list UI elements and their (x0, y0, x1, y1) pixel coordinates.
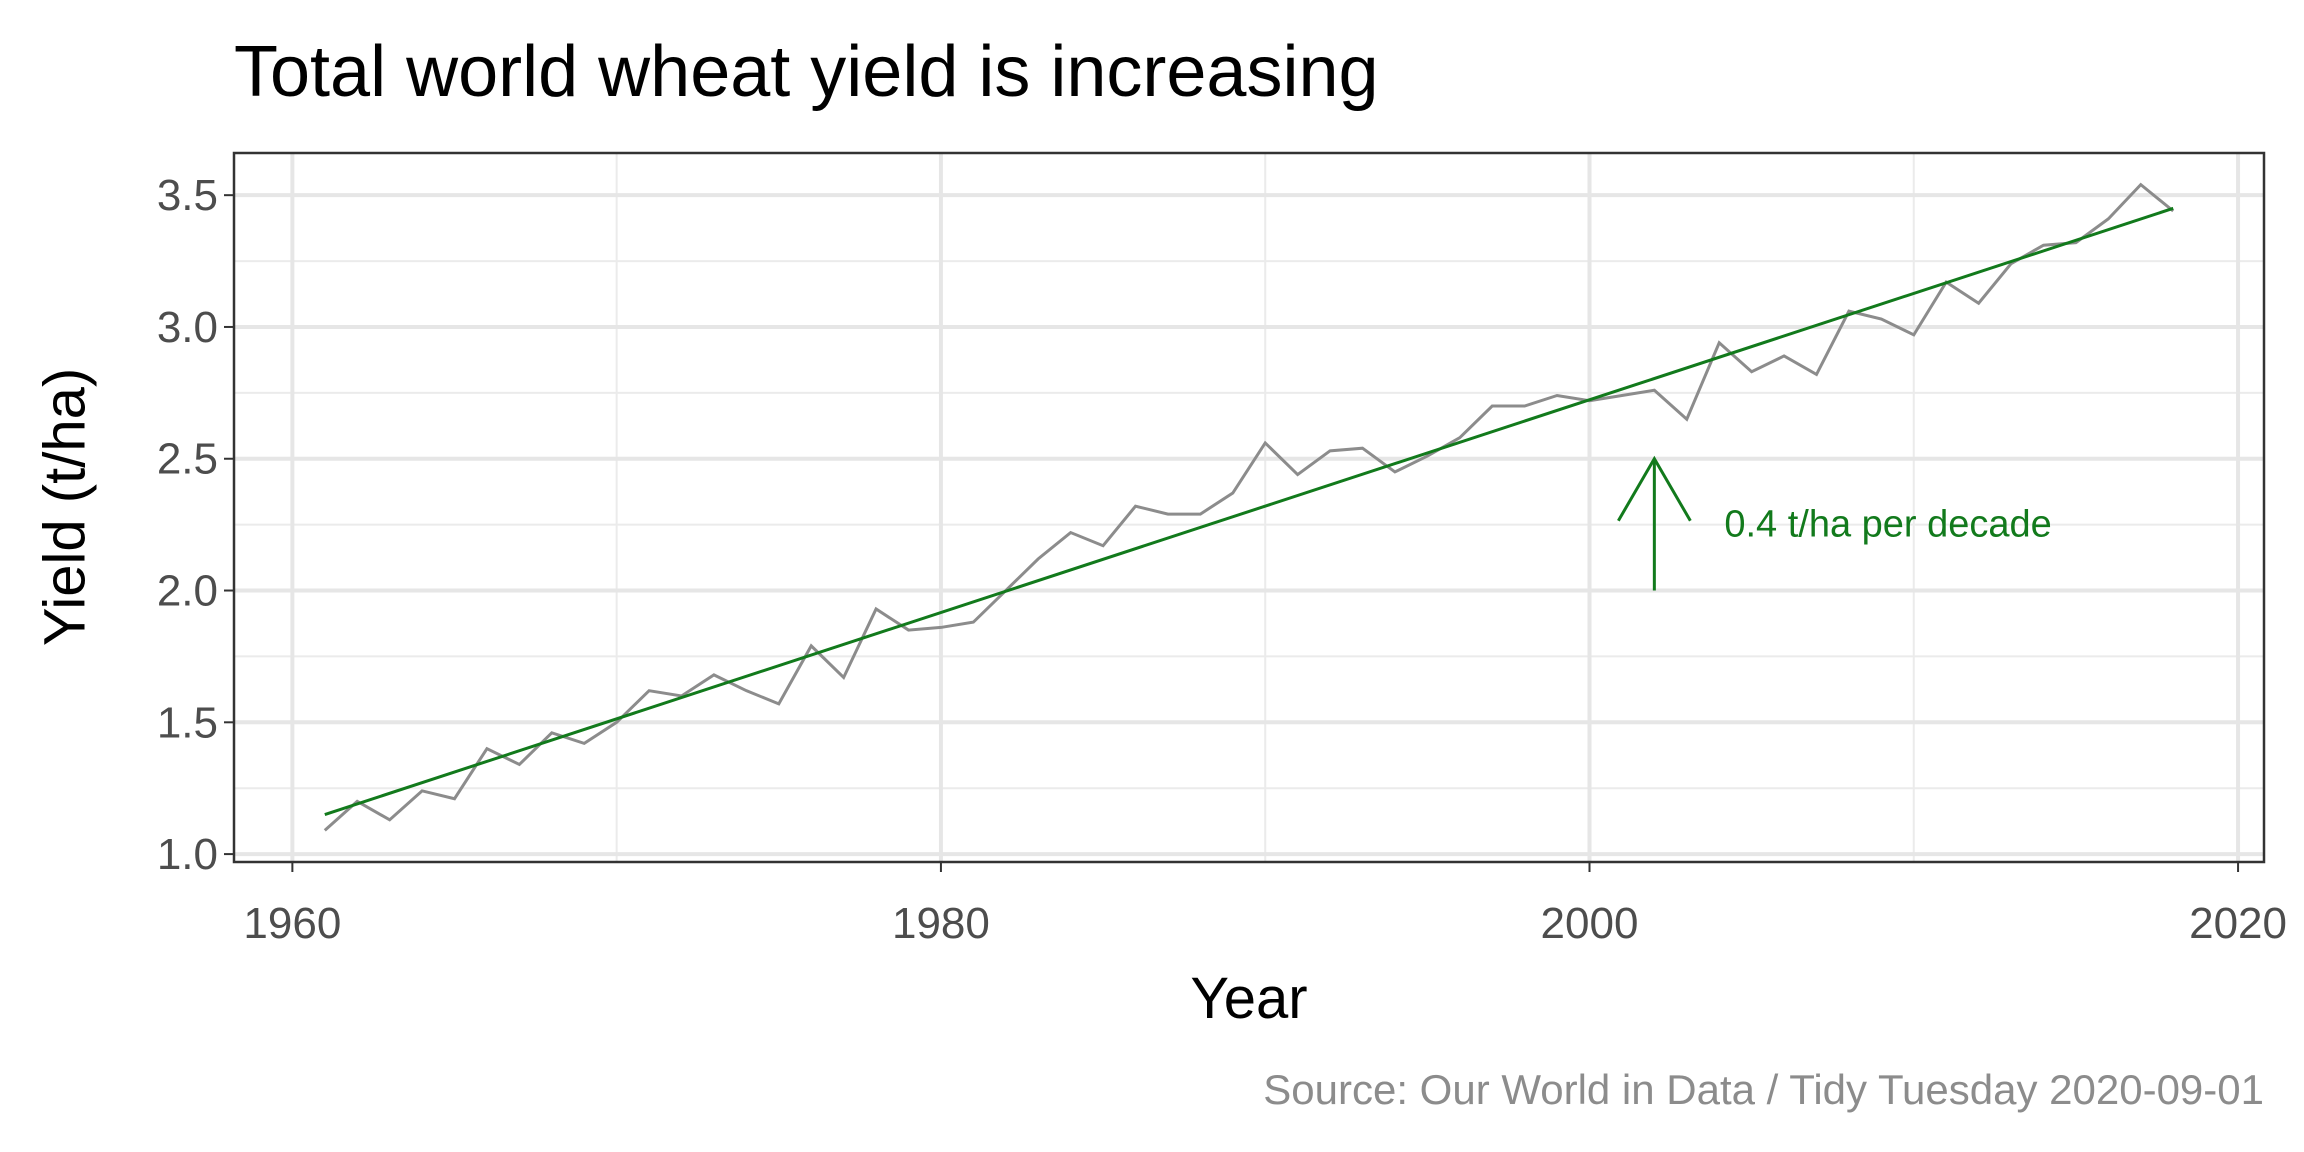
y-tick-label: 2.0 (157, 567, 218, 616)
y-tick-label: 1.0 (157, 830, 218, 879)
x-tick-label: 2020 (2189, 899, 2287, 948)
y-axis-title: Yield (t/ha) (32, 368, 97, 646)
data-line (323, 182, 2175, 832)
y-tick-label: 2.5 (157, 435, 218, 484)
panel-border (232, 151, 2266, 864)
y-tick-label: 3.0 (157, 303, 218, 352)
trend-line (324, 206, 2174, 816)
x-tick-label: 1980 (892, 899, 990, 948)
x-tick-label: 1960 (243, 899, 341, 948)
x-axis-title: Year (1190, 966, 1307, 1031)
y-tick-label: 3.5 (157, 171, 218, 220)
x-tick-label: 2000 (1541, 899, 1639, 948)
y-tick-label: 1.5 (157, 698, 218, 747)
annotation-arrowhead (1617, 455, 1692, 522)
annotation-text: 0.4 t/ha per decade (1724, 504, 2051, 546)
caption: Source: Our World in Data / Tidy Tuesday… (1263, 1066, 2264, 1113)
chart-title: Total world wheat yield is increasing (234, 32, 1379, 112)
